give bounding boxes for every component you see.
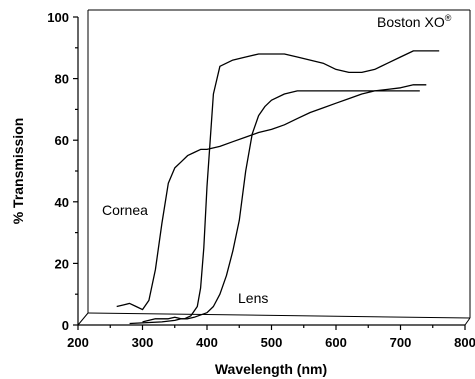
x-tick-label: 700 (390, 335, 412, 350)
y-axis-title: % Transmission (10, 118, 26, 225)
y-axis-ticks: 0 20 40 60 80 100 (47, 10, 78, 333)
x-axis-ticks: 200 300 400 500 600 700 800 (67, 325, 475, 350)
y-tick-label: 60 (55, 133, 69, 148)
brand-label-superscript: ® (445, 13, 452, 23)
y-tick-label: 100 (47, 10, 69, 25)
y-tick-label: 0 (62, 318, 69, 333)
x-axis-title: Wavelength (nm) (215, 361, 327, 377)
cornea-label: Cornea (102, 202, 148, 218)
frame-bottom-slant-left (77, 312, 89, 326)
lens-label: Lens (238, 290, 268, 306)
brand-label-text: Boston XO (377, 14, 445, 30)
x-tick-label: 500 (261, 335, 283, 350)
frame-floor (87, 312, 471, 319)
series-group (116, 50, 440, 325)
brand-label: Boston XO® (377, 13, 452, 30)
frame-bottom-slant-right (464, 317, 471, 326)
x-tick-label: 300 (132, 335, 154, 350)
y-tick-label: 80 (55, 72, 69, 87)
x-tick-label: 600 (325, 335, 347, 350)
x-tick-label: 400 (196, 335, 218, 350)
x-tick-label: 800 (454, 335, 475, 350)
curve-1 (129, 50, 440, 325)
y-tick-label: 20 (55, 256, 69, 271)
x-tick-label: 200 (67, 335, 89, 350)
curve-2 (116, 84, 427, 311)
y-tick-label: 40 (55, 195, 69, 210)
curve-3 (142, 90, 420, 323)
